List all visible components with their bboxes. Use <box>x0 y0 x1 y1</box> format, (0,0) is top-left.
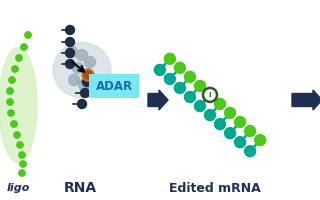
Circle shape <box>17 142 23 148</box>
Circle shape <box>225 107 236 118</box>
Circle shape <box>174 62 185 73</box>
Circle shape <box>82 69 94 81</box>
Circle shape <box>11 121 17 127</box>
Ellipse shape <box>53 43 111 98</box>
Circle shape <box>255 135 266 146</box>
Circle shape <box>244 146 256 157</box>
Circle shape <box>164 73 175 84</box>
Text: I: I <box>209 92 211 98</box>
Circle shape <box>204 110 215 121</box>
Circle shape <box>73 62 84 73</box>
Circle shape <box>195 80 205 91</box>
FancyArrow shape <box>292 90 320 110</box>
Circle shape <box>66 38 75 46</box>
Circle shape <box>83 68 93 79</box>
Circle shape <box>9 77 15 83</box>
Circle shape <box>225 128 236 139</box>
Circle shape <box>235 117 245 128</box>
Circle shape <box>174 82 185 93</box>
Circle shape <box>83 77 92 86</box>
Circle shape <box>12 66 18 72</box>
Circle shape <box>214 98 226 109</box>
Circle shape <box>14 132 20 138</box>
Circle shape <box>21 44 27 50</box>
Circle shape <box>244 126 256 137</box>
Circle shape <box>76 49 87 60</box>
Circle shape <box>235 137 245 148</box>
Circle shape <box>67 46 77 58</box>
Circle shape <box>184 92 196 103</box>
Circle shape <box>164 53 175 64</box>
Text: ligo: ligo <box>6 183 30 193</box>
Circle shape <box>8 110 14 116</box>
Circle shape <box>81 88 90 98</box>
Circle shape <box>16 55 22 61</box>
Circle shape <box>154 64 165 75</box>
Circle shape <box>184 71 196 82</box>
Circle shape <box>195 101 205 112</box>
Circle shape <box>19 152 25 158</box>
FancyBboxPatch shape <box>89 74 139 98</box>
Circle shape <box>214 119 226 130</box>
FancyArrow shape <box>148 90 168 110</box>
Circle shape <box>68 74 79 86</box>
Circle shape <box>84 71 92 79</box>
Circle shape <box>77 99 86 108</box>
Circle shape <box>20 161 26 167</box>
Text: RNA: RNA <box>63 181 97 195</box>
Text: ADAR: ADAR <box>95 79 132 92</box>
Circle shape <box>25 32 31 38</box>
Circle shape <box>66 25 75 34</box>
Ellipse shape <box>0 47 37 162</box>
Circle shape <box>66 48 75 58</box>
Circle shape <box>78 79 90 90</box>
Circle shape <box>7 88 13 94</box>
Circle shape <box>66 60 75 68</box>
Circle shape <box>203 88 217 102</box>
Circle shape <box>84 56 95 68</box>
Circle shape <box>7 99 13 105</box>
Text: Edited mRNA: Edited mRNA <box>169 182 261 194</box>
Circle shape <box>19 170 25 176</box>
